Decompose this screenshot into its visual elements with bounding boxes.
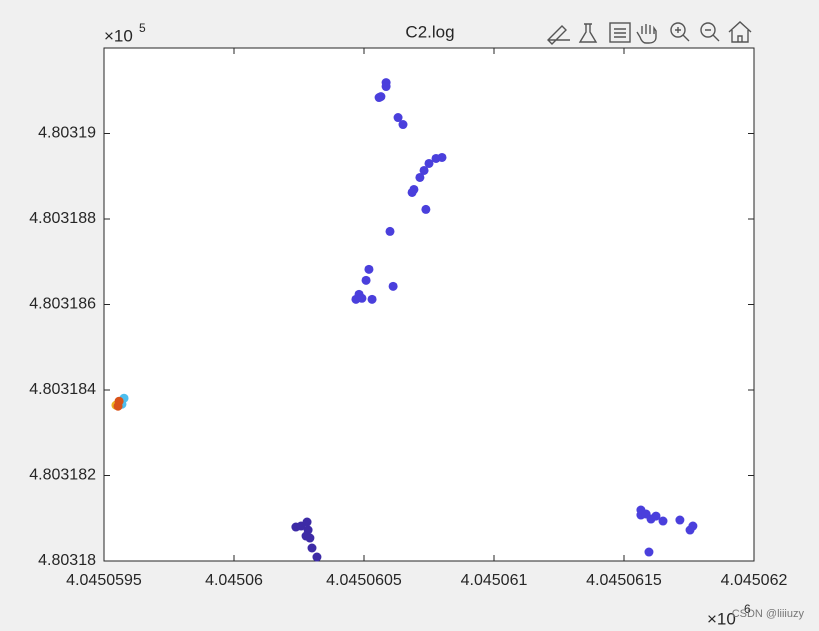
scatter-point — [381, 82, 391, 92]
y-exponent-power: 5 — [139, 21, 146, 35]
toolbar-zoom-out[interactable] — [700, 22, 720, 42]
scatter-point — [421, 204, 431, 214]
x-tick-label: 4.0450595 — [66, 572, 142, 589]
scatter-point — [388, 281, 398, 291]
scatter-point — [415, 172, 425, 182]
scatter-point — [675, 515, 685, 525]
y-exponent-base: ×10 — [104, 26, 133, 45]
x-tick-label: 4.0450615 — [586, 572, 662, 589]
scatter-point — [302, 517, 312, 527]
y-tick-label: 4.803184 — [29, 381, 96, 398]
y-tick-label: 4.80318 — [38, 552, 96, 569]
scatter-point — [361, 275, 371, 285]
scatter-point — [357, 293, 367, 303]
toolbar-zoom-in[interactable] — [670, 22, 690, 42]
scatter-point — [398, 120, 408, 130]
scatter-point — [407, 187, 417, 197]
scatter-point — [419, 165, 429, 175]
x-tick-label: 4.045062 — [721, 572, 788, 589]
scatter-point — [424, 158, 434, 168]
y-tick-label: 4.803188 — [29, 210, 96, 227]
x-tick-label: 4.04506 — [205, 572, 263, 589]
toolbar-brush[interactable] — [547, 25, 570, 45]
scatter-point — [367, 294, 377, 304]
x-exponent-base: ×10 — [707, 609, 736, 628]
scatter-point — [364, 264, 374, 274]
toolbar — [547, 21, 752, 45]
toolbar-home[interactable] — [728, 21, 752, 43]
scatter-point — [385, 226, 395, 236]
scatter-point — [312, 552, 322, 562]
scatter-point — [113, 401, 123, 411]
y-tick-label: 4.803186 — [29, 296, 96, 313]
watermark: CSDN @liiiuzy — [732, 608, 805, 620]
scatter-point — [307, 543, 317, 553]
x-tick-label: 4.0450605 — [326, 572, 402, 589]
chart-title: C2.log — [405, 22, 454, 41]
x-tick-label: 4.045061 — [461, 572, 528, 589]
scatter-point — [644, 547, 654, 557]
x-exponent-power: 6 — [744, 602, 751, 616]
scatter-point — [658, 516, 668, 526]
toolbar-legend[interactable] — [609, 22, 631, 43]
scatter-point — [393, 113, 403, 123]
scatter-point — [651, 511, 661, 521]
scatter-point — [374, 93, 384, 103]
toolbar-datatip[interactable] — [578, 23, 598, 43]
scatter-point — [431, 153, 441, 163]
scatter-point — [685, 525, 695, 535]
scatter-point — [305, 533, 315, 543]
y-tick-label: 4.80319 — [38, 125, 96, 142]
y-tick-label: 4.803182 — [29, 467, 96, 484]
toolbar-pan[interactable] — [636, 24, 657, 44]
axes-box — [103, 47, 755, 562]
